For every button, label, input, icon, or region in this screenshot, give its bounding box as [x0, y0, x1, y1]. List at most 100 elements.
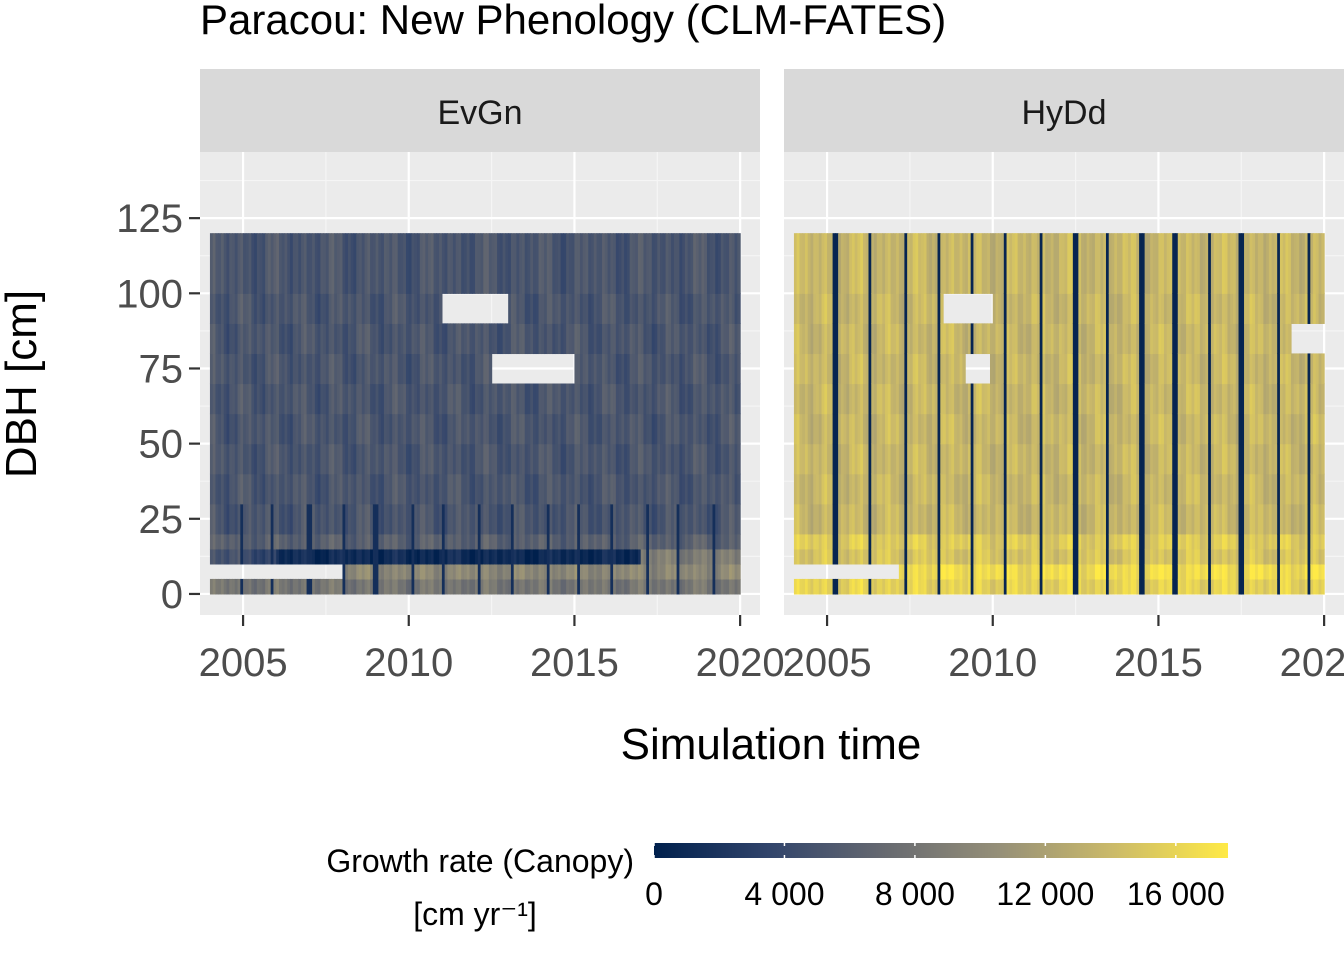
heatmap-cell: [734, 323, 738, 355]
heatmap-cell: [729, 443, 733, 475]
heatmap-cell: [898, 443, 903, 475]
heatmap-cell: [912, 503, 917, 535]
heatmap-cell: [984, 533, 988, 550]
heatmap-cell: [1161, 548, 1165, 565]
heatmap-cell: [904, 443, 908, 475]
heatmap-cell: [671, 383, 675, 415]
heatmap-cell: [945, 323, 950, 355]
heatmap-cell: [502, 503, 507, 535]
heatmap-cell: [574, 233, 578, 294]
heatmap-cell: [530, 443, 534, 475]
heatmap-cell: [494, 413, 498, 445]
heatmap-cell: [1114, 473, 1118, 505]
heatmap-cell: [909, 473, 914, 505]
heatmap-evgn: [209, 233, 741, 595]
heatmap-cell: [626, 548, 631, 565]
heatmap-cell: [607, 548, 611, 565]
heatmap-cell: [267, 323, 272, 355]
heatmap-cell: [1296, 473, 1300, 505]
heatmap-cell: [218, 533, 222, 550]
heatmap-cell: [1249, 233, 1253, 294]
heatmap-cell: [1103, 578, 1107, 595]
heatmap-cell: [535, 233, 540, 294]
heatmap-cell: [1169, 353, 1173, 385]
heatmap-cell: [868, 473, 872, 505]
heatmap-cell: [400, 578, 404, 595]
heatmap-cell: [1175, 548, 1179, 565]
heatmap-cell: [874, 473, 878, 505]
heatmap-cell: [1290, 503, 1295, 535]
heatmap-cell: [325, 413, 330, 445]
heatmap-cell: [604, 323, 609, 355]
heatmap-cell: [1070, 383, 1074, 415]
heatmap-cell: [1310, 293, 1314, 324]
heatmap-cell: [243, 233, 247, 294]
heatmap-cell: [323, 353, 327, 385]
heatmap-cell: [1075, 323, 1079, 355]
heatmap-cell: [577, 413, 581, 445]
heatmap-cell: [804, 533, 809, 550]
heatmap-hydd: [793, 233, 1325, 595]
heatmap-cell: [237, 413, 241, 445]
heatmap-cell: [463, 353, 468, 385]
heatmap-cell: [508, 443, 512, 475]
heatmap-cell: [1163, 323, 1168, 355]
heatmap-cell: [1014, 353, 1019, 385]
heatmap-cell: [989, 233, 994, 294]
heatmap-cell: [226, 473, 230, 505]
heatmap-cell: [295, 473, 299, 505]
heatmap-cell: [1180, 353, 1184, 385]
heatmap-cell: [654, 233, 658, 294]
heatmap-cell: [832, 323, 836, 355]
heatmap-cell: [1155, 443, 1160, 475]
heatmap-cell: [673, 503, 678, 535]
heatmap-cell: [621, 473, 625, 505]
heatmap-cell: [648, 578, 653, 595]
heatmap-cell: [687, 293, 692, 324]
heatmap-cell: [929, 383, 933, 415]
heatmap-cell: [865, 533, 870, 550]
heatmap-cell: [450, 473, 454, 505]
heatmap-cell: [796, 353, 801, 385]
heatmap-cell: [1147, 503, 1151, 535]
heatmap-cell: [508, 233, 512, 294]
heatmap-cell: [1144, 413, 1148, 445]
heatmap-cell: [896, 323, 900, 355]
heatmap-cell: [1056, 233, 1060, 294]
heatmap-cell: [314, 443, 319, 475]
heatmap-cell: [1009, 578, 1013, 595]
heatmap-cell: [375, 413, 379, 445]
heatmap-cell: [937, 323, 941, 355]
heatmap-cell: [400, 473, 404, 505]
heatmap-cell: [1136, 233, 1140, 294]
heatmap-cell: [1152, 548, 1157, 565]
heatmap-cell: [317, 383, 321, 415]
heatmap-cell: [394, 563, 399, 580]
heatmap-cell: [882, 233, 886, 294]
heatmap-cell: [292, 533, 297, 550]
heatmap-cell: [1213, 473, 1218, 505]
heatmap-cell: [535, 293, 540, 324]
heatmap-cell: [1318, 233, 1322, 294]
heatmap-cell: [579, 233, 584, 294]
heatmap-cell: [965, 548, 969, 565]
heatmap-cell: [234, 533, 239, 550]
heatmap-cell: [1064, 578, 1068, 595]
heatmap-cell: [945, 533, 950, 550]
heatmap-cell: [290, 383, 294, 415]
heatmap-cell: [1321, 293, 1325, 324]
heatmap-cell: [444, 443, 449, 475]
heatmap-cell: [1186, 443, 1190, 475]
heatmap-cell: [361, 413, 366, 445]
heatmap-cell: [1056, 293, 1060, 324]
heatmap-cell: [209, 323, 214, 355]
heatmap-cell: [428, 323, 432, 355]
heatmap-cell: [618, 323, 622, 355]
heatmap-cell: [816, 293, 820, 324]
heatmap-cell: [1136, 563, 1140, 580]
heatmap-cell: [1100, 503, 1104, 535]
heatmap-cell: [1020, 473, 1024, 505]
heatmap-cell: [923, 578, 928, 595]
heatmap-cell: [904, 293, 908, 324]
heatmap-cell: [1191, 383, 1195, 415]
